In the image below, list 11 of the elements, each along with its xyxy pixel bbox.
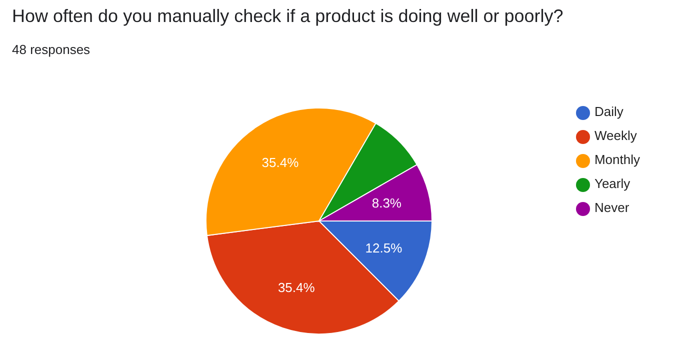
data-label: 35.4% (262, 155, 300, 170)
legend-label: Monthly (594, 152, 640, 167)
legend-label: Yearly (594, 176, 630, 191)
chart-title: How often do you manually check if a product is doing well or poorly? (12, 6, 564, 27)
text: 48 responses (12, 42, 90, 57)
legend-label: Weekly (594, 128, 637, 143)
data-label: 35.4% (278, 280, 316, 295)
data-label: 12.5% (365, 240, 403, 256)
data-label: 8.3% (372, 195, 402, 210)
legend-label: Never (594, 200, 630, 215)
legend-label: Daily (594, 104, 624, 119)
